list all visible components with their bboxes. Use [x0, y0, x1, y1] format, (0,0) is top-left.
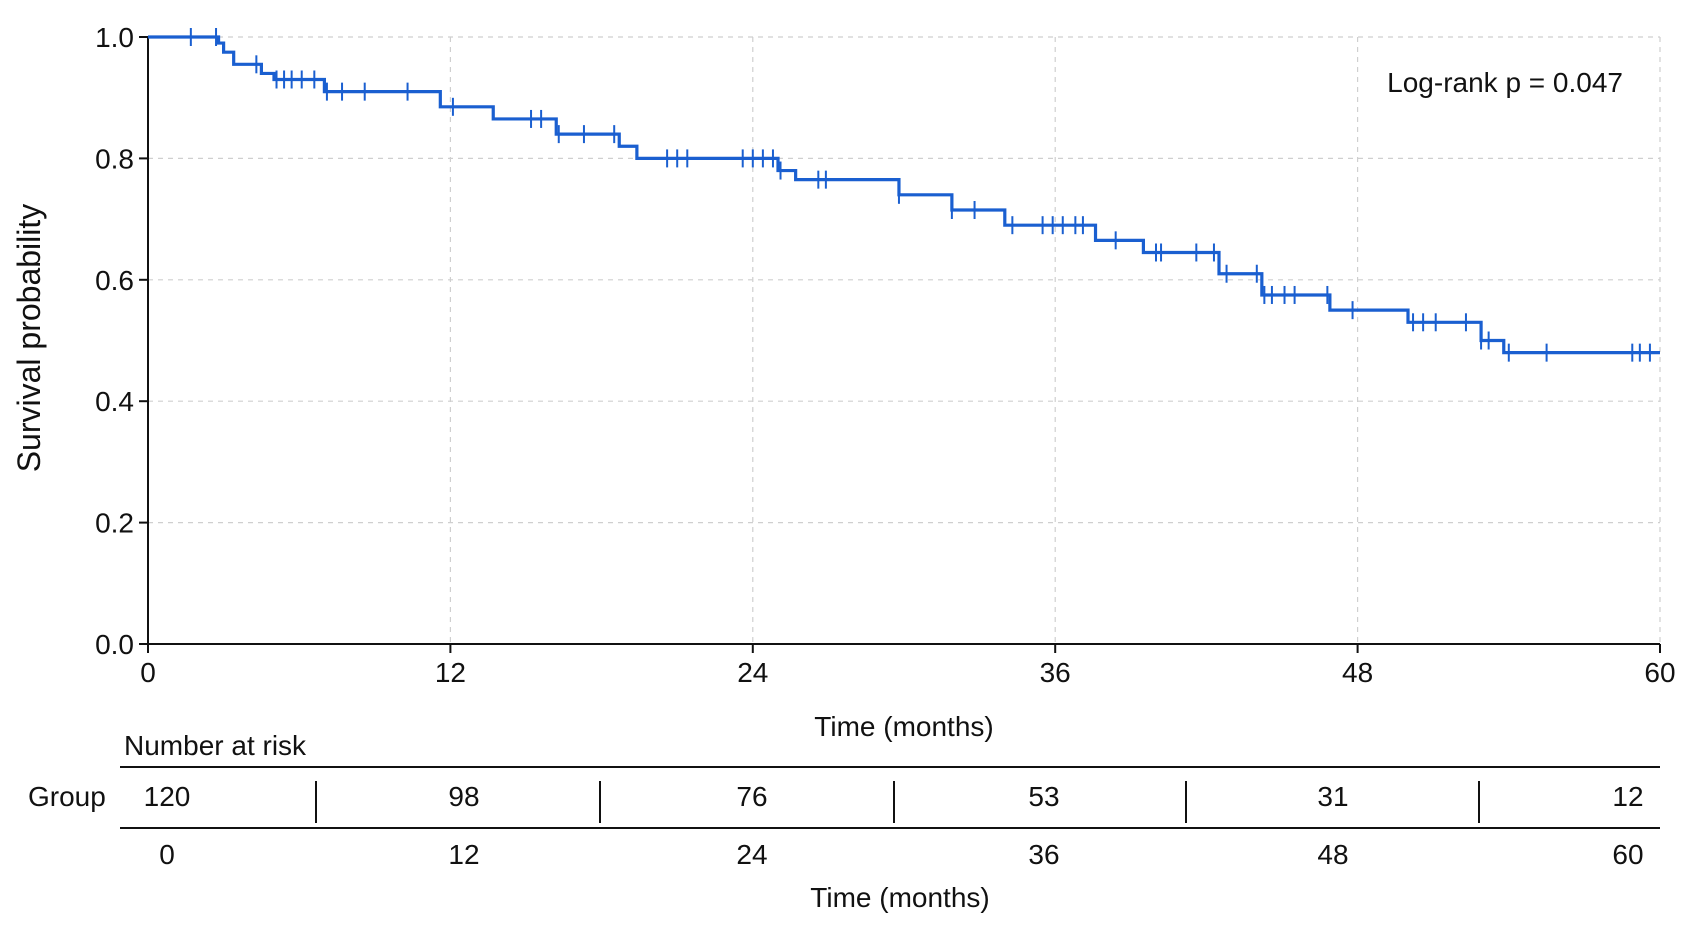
risk-time-label: 0: [159, 839, 175, 870]
x-tick-label: 24: [737, 657, 768, 688]
y-tick-label: 1.0: [95, 22, 134, 53]
survival-series: [148, 35, 1660, 355]
x-tick-label: 12: [435, 657, 466, 688]
logrank-annotation: Log-rank p = 0.047: [1387, 67, 1623, 98]
risk-table: Number at risk Group 120 98 76 53 31 12 0 12 24…: [28, 730, 1660, 913]
y-tick-label: 0.8: [95, 143, 134, 174]
risk-counts: 120 98 76 53 31 12: [144, 781, 1644, 812]
x-axis-label: Time (months): [814, 711, 993, 742]
y-tick-label: 0.6: [95, 265, 134, 296]
censor-marks: [189, 28, 1651, 362]
y-ticks: 0.0 0.2 0.4 0.6 0.8 1.0: [95, 22, 148, 660]
x-tick-label: 0: [140, 657, 156, 688]
risk-table-title: Number at risk: [124, 730, 307, 761]
risk-time-label: 48: [1317, 839, 1348, 870]
risk-count: 120: [144, 781, 191, 812]
survival-curve: [148, 35, 1660, 355]
risk-count: 98: [448, 781, 479, 812]
x-tick-label: 36: [1040, 657, 1071, 688]
y-tick-label: 0.4: [95, 386, 134, 417]
risk-times: 0 12 24 36 48 60: [159, 839, 1643, 870]
risk-row-label: Group: [28, 781, 106, 812]
y-axis-label: Survival probability: [11, 204, 47, 473]
y-tick-label: 0.0: [95, 629, 134, 660]
risk-count: 12: [1612, 781, 1643, 812]
risk-count: 31: [1317, 781, 1348, 812]
axes: [147, 37, 1660, 645]
x-tick-label: 48: [1342, 657, 1373, 688]
risk-time-label: 36: [1028, 839, 1059, 870]
x-ticks: 0 12 24 36 48 60: [140, 644, 1676, 688]
y-tick-label: 0.2: [95, 508, 134, 539]
risk-time-label: 60: [1612, 839, 1643, 870]
gridlines: [148, 36, 1661, 644]
x-tick-label: 60: [1644, 657, 1675, 688]
risk-time-label: 12: [448, 839, 479, 870]
risk-dividers: [315, 781, 1480, 823]
risk-time-label: 24: [736, 839, 767, 870]
risk-table-xlabel: Time (months): [810, 882, 989, 913]
risk-count: 76: [736, 781, 767, 812]
risk-count: 53: [1028, 781, 1059, 812]
